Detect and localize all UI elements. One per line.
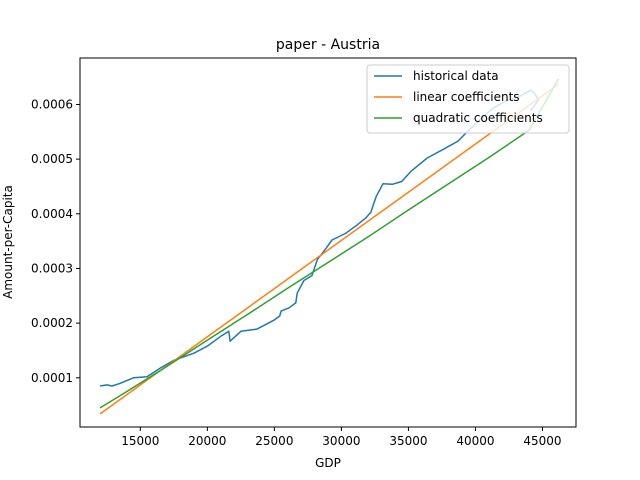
y-tick-label: 0.0001 (31, 371, 73, 385)
y-tick-label: 0.0006 (31, 97, 73, 111)
x-tick-label: 40000 (456, 434, 494, 448)
y-tick-label: 0.0002 (31, 316, 73, 330)
legend-label-linear-coefficients: linear coefficients (413, 90, 520, 104)
chart-title: paper - Austria (276, 37, 380, 53)
y-tick-label: 0.0004 (31, 207, 73, 221)
legend-box (366, 64, 570, 134)
x-tick-label: 35000 (389, 434, 427, 448)
series-line-linear-coefficients (99, 83, 560, 415)
series-line-quadratic-coefficients (99, 78, 560, 409)
y-tick-label: 0.0003 (31, 261, 73, 275)
x-tick-label: 25000 (255, 434, 293, 448)
x-tick-label: 30000 (322, 434, 360, 448)
plot-frame (79, 57, 577, 428)
x-tick-label: 20000 (188, 434, 226, 448)
y-axis-label: Amount-per-Capita (1, 185, 15, 299)
x-tick-label: 45000 (523, 434, 561, 448)
y-tick-label: 0.0005 (31, 152, 73, 166)
x-axis-label: GDP (315, 456, 341, 470)
x-tick-label: 15000 (121, 434, 159, 448)
legend-label-quadratic-coefficients: quadratic coefficients (413, 111, 543, 125)
legend-label-historical-data: historical data (413, 69, 499, 83)
legend: historical data linear coefficients quad… (366, 64, 570, 134)
axes-layer: 15000 20000 25000 30000 35000 40000 45000 0.000… (31, 97, 562, 448)
